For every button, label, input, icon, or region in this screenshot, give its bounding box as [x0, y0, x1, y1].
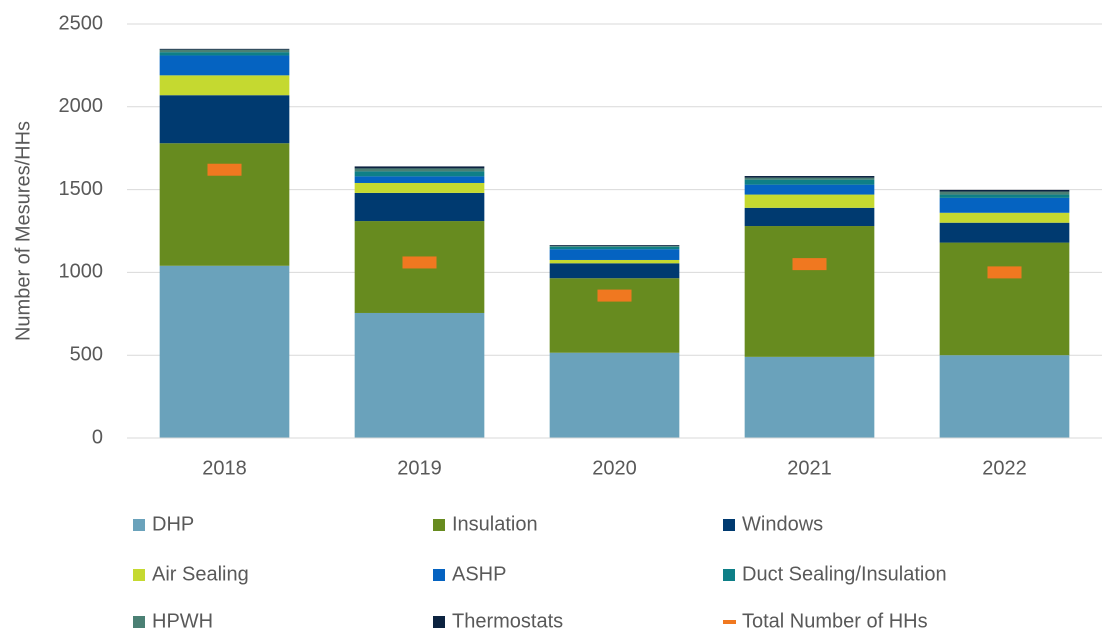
bar-segment: [939, 197, 1070, 213]
bar-segment: [549, 245, 680, 246]
legend-label: ASHP: [452, 563, 506, 585]
bar-segment: [159, 75, 290, 96]
hh-marker: [402, 256, 437, 269]
bar-segment: [744, 207, 875, 227]
bar-segment: [159, 52, 290, 56]
bar-segment: [549, 246, 680, 250]
bar-segment: [744, 176, 875, 178]
x-tick-label: 2020: [592, 457, 637, 479]
y-tick-label: 2500: [59, 12, 104, 34]
bar-segment: [744, 356, 875, 438]
bar-segment: [939, 222, 1070, 243]
y-tick-label: 0: [92, 426, 103, 448]
legend-label: Total Number of HHs: [742, 610, 928, 632]
legend-swatch: [133, 569, 145, 581]
bar-segment: [354, 166, 485, 169]
bar-segment: [354, 171, 485, 177]
legend-swatch: [433, 616, 445, 628]
y-tick-label: 1500: [59, 178, 104, 200]
bar-segment: [159, 49, 290, 53]
bar-segment: [939, 355, 1070, 438]
bar-segment: [939, 242, 1070, 356]
x-tick-label: 2022: [982, 457, 1027, 479]
y-tick-label: 1000: [59, 261, 104, 283]
bar-segment: [354, 312, 485, 438]
hh-marker: [597, 289, 632, 302]
legend-swatch: [723, 569, 735, 581]
legend-swatch: [133, 616, 145, 628]
bar-segment: [549, 352, 680, 438]
bar-segment: [159, 265, 290, 438]
legend-swatch: [723, 519, 735, 531]
bar-segment: [939, 191, 1070, 195]
y-tick-label: 500: [70, 343, 103, 365]
legend-label: HPWH: [152, 610, 213, 632]
bar-segment: [159, 55, 290, 76]
bar-segment: [744, 194, 875, 208]
bar-segment: [159, 143, 290, 266]
legend-label: Windows: [742, 513, 823, 535]
bar-segment: [744, 179, 875, 185]
legend-swatch: [133, 519, 145, 531]
bar-segment: [159, 48, 290, 50]
legend-swatch: [723, 620, 736, 624]
x-tick-label: 2019: [397, 457, 442, 479]
bar-segment: [354, 168, 485, 172]
legend-swatch: [433, 519, 445, 531]
bar-segment: [939, 194, 1070, 198]
bar-segment: [549, 263, 680, 279]
legend-label: Insulation: [452, 513, 538, 535]
y-axis-label: Number of Mesures/HHs: [12, 121, 34, 341]
bar-segment: [744, 177, 875, 180]
bar-segment: [744, 184, 875, 195]
bar-segment: [549, 278, 680, 353]
y-tick-label: 2000: [59, 95, 104, 117]
legend-label: Air Sealing: [152, 563, 249, 585]
bar-segment: [354, 176, 485, 183]
bar-segment: [354, 182, 485, 193]
bar-segment: [939, 189, 1070, 192]
legend-label: Duct Sealing/Insulation: [742, 563, 947, 585]
hh-marker: [207, 163, 242, 176]
legend-swatch: [433, 569, 445, 581]
bar-segment: [549, 249, 680, 260]
hh-marker: [987, 266, 1022, 279]
bar-segment: [549, 259, 680, 264]
bar-segment: [939, 212, 1070, 223]
bar-segment: [549, 245, 680, 247]
bar-segment: [354, 192, 485, 222]
bar-segment: [159, 95, 290, 144]
bar-segment: [744, 226, 875, 357]
legend-label: DHP: [152, 513, 194, 535]
hh-marker: [792, 258, 827, 271]
x-tick-label: 2021: [787, 457, 832, 479]
legend-label: Thermostats: [452, 610, 563, 632]
x-tick-label: 2018: [202, 457, 247, 479]
